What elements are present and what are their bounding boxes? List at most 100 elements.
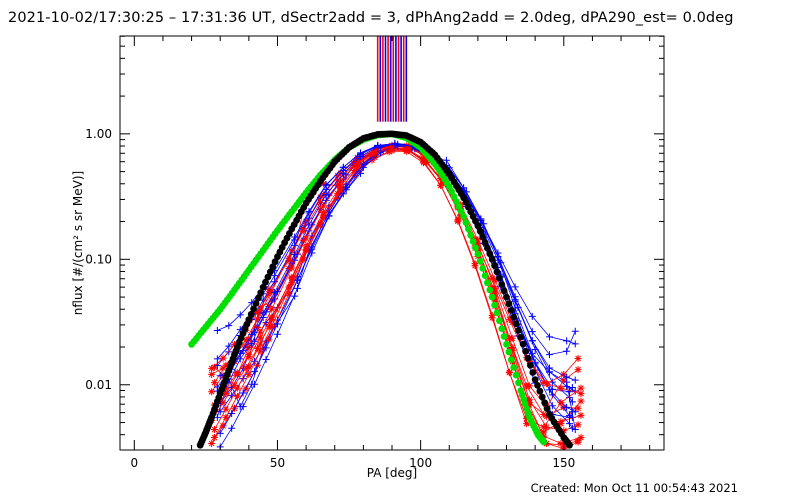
data-point bbox=[508, 318, 516, 326]
data-point bbox=[571, 327, 579, 335]
reference-curve-black-point bbox=[262, 278, 269, 286]
reference-curve-black-point bbox=[543, 405, 551, 412]
data-point bbox=[454, 217, 462, 225]
reference-curve-black-point bbox=[541, 399, 549, 407]
data-point bbox=[285, 283, 293, 291]
data-point bbox=[239, 389, 247, 397]
data-point bbox=[574, 366, 582, 374]
data-point bbox=[259, 309, 267, 317]
data-point bbox=[291, 292, 299, 300]
data-point bbox=[219, 399, 227, 407]
data-point bbox=[577, 433, 585, 441]
data-point bbox=[568, 398, 576, 406]
data-point bbox=[419, 156, 427, 164]
data-point bbox=[208, 440, 216, 448]
reference-curve-green-point bbox=[493, 309, 501, 317]
data-point bbox=[357, 152, 365, 160]
data-point bbox=[256, 328, 264, 336]
data-point bbox=[322, 181, 330, 189]
data-point bbox=[225, 342, 233, 350]
y-tick-label: 1.00 bbox=[85, 127, 112, 141]
data-point bbox=[540, 428, 548, 436]
reference-curve-black-point bbox=[493, 268, 501, 276]
reference-curve-green-point bbox=[540, 438, 548, 446]
reference-curve-black-point bbox=[476, 228, 484, 235]
data-point bbox=[302, 217, 310, 225]
data-point bbox=[563, 337, 571, 345]
data-point bbox=[557, 399, 565, 407]
data-point bbox=[374, 143, 382, 151]
x-tick-label: 50 bbox=[270, 456, 285, 470]
reference-curve-black-point bbox=[524, 354, 532, 362]
data-point bbox=[248, 330, 256, 338]
data-point bbox=[388, 147, 396, 155]
data-point bbox=[525, 382, 533, 390]
data-point bbox=[294, 276, 302, 284]
data-point bbox=[231, 341, 239, 349]
data-point bbox=[216, 372, 224, 380]
reference-curve-green-point bbox=[503, 340, 510, 348]
data-point bbox=[540, 410, 548, 418]
data-point bbox=[288, 279, 296, 287]
data-point bbox=[299, 256, 307, 264]
data-point bbox=[488, 314, 496, 322]
data-point bbox=[577, 411, 585, 419]
data-point bbox=[219, 364, 227, 372]
data-point bbox=[540, 423, 548, 431]
series-line-red bbox=[214, 144, 579, 411]
data-point bbox=[302, 242, 310, 250]
data-point bbox=[568, 424, 576, 432]
data-point bbox=[316, 199, 324, 207]
data-point bbox=[508, 334, 516, 342]
reference-curve-black-point bbox=[531, 376, 539, 383]
data-point bbox=[268, 322, 276, 330]
data-point bbox=[245, 351, 253, 359]
data-point bbox=[213, 383, 221, 391]
series-line-red bbox=[214, 146, 579, 432]
data-point bbox=[285, 290, 293, 298]
data-point bbox=[528, 328, 536, 336]
data-point bbox=[385, 145, 393, 153]
x-tick-label: 0 bbox=[130, 456, 138, 470]
data-point bbox=[351, 171, 359, 179]
series-line-red bbox=[214, 146, 579, 446]
data-point bbox=[563, 373, 571, 381]
data-point bbox=[545, 333, 553, 341]
reference-curve-black-point bbox=[474, 222, 482, 230]
data-point bbox=[265, 285, 273, 293]
data-point bbox=[494, 256, 502, 264]
created-timestamp: Created: Mon Oct 11 00:54:43 2021 bbox=[530, 481, 738, 495]
data-point bbox=[242, 364, 250, 372]
data-point bbox=[262, 355, 270, 363]
data-point bbox=[233, 384, 241, 392]
reference-curve-black-point bbox=[491, 262, 498, 269]
data-point bbox=[268, 305, 276, 313]
data-point bbox=[557, 417, 565, 425]
data-point bbox=[354, 163, 362, 171]
reference-curve-green-point bbox=[505, 348, 513, 356]
data-point bbox=[256, 340, 264, 348]
data-point bbox=[577, 384, 585, 392]
data-point bbox=[505, 315, 513, 323]
data-point bbox=[319, 202, 327, 210]
data-point bbox=[577, 397, 585, 405]
data-point bbox=[210, 379, 218, 387]
data-point bbox=[574, 404, 582, 412]
data-point bbox=[213, 326, 221, 334]
data-point bbox=[319, 208, 327, 216]
reference-curve-black-point bbox=[496, 274, 503, 282]
reference-curve-green-point bbox=[510, 364, 518, 371]
data-layer bbox=[188, 36, 585, 450]
data-point bbox=[208, 370, 216, 378]
data-point bbox=[437, 181, 445, 189]
data-point bbox=[216, 429, 224, 437]
data-point bbox=[271, 288, 279, 296]
reference-curve-black-point bbox=[529, 369, 537, 376]
reference-curve-black-point bbox=[522, 347, 529, 355]
reference-curve-black-point bbox=[500, 287, 508, 295]
y-tick-label: 0.01 bbox=[85, 378, 112, 392]
data-point bbox=[574, 436, 582, 444]
reference-curve-green-point bbox=[515, 379, 522, 387]
reference-curve-green-point bbox=[491, 301, 498, 309]
data-point bbox=[571, 340, 579, 348]
